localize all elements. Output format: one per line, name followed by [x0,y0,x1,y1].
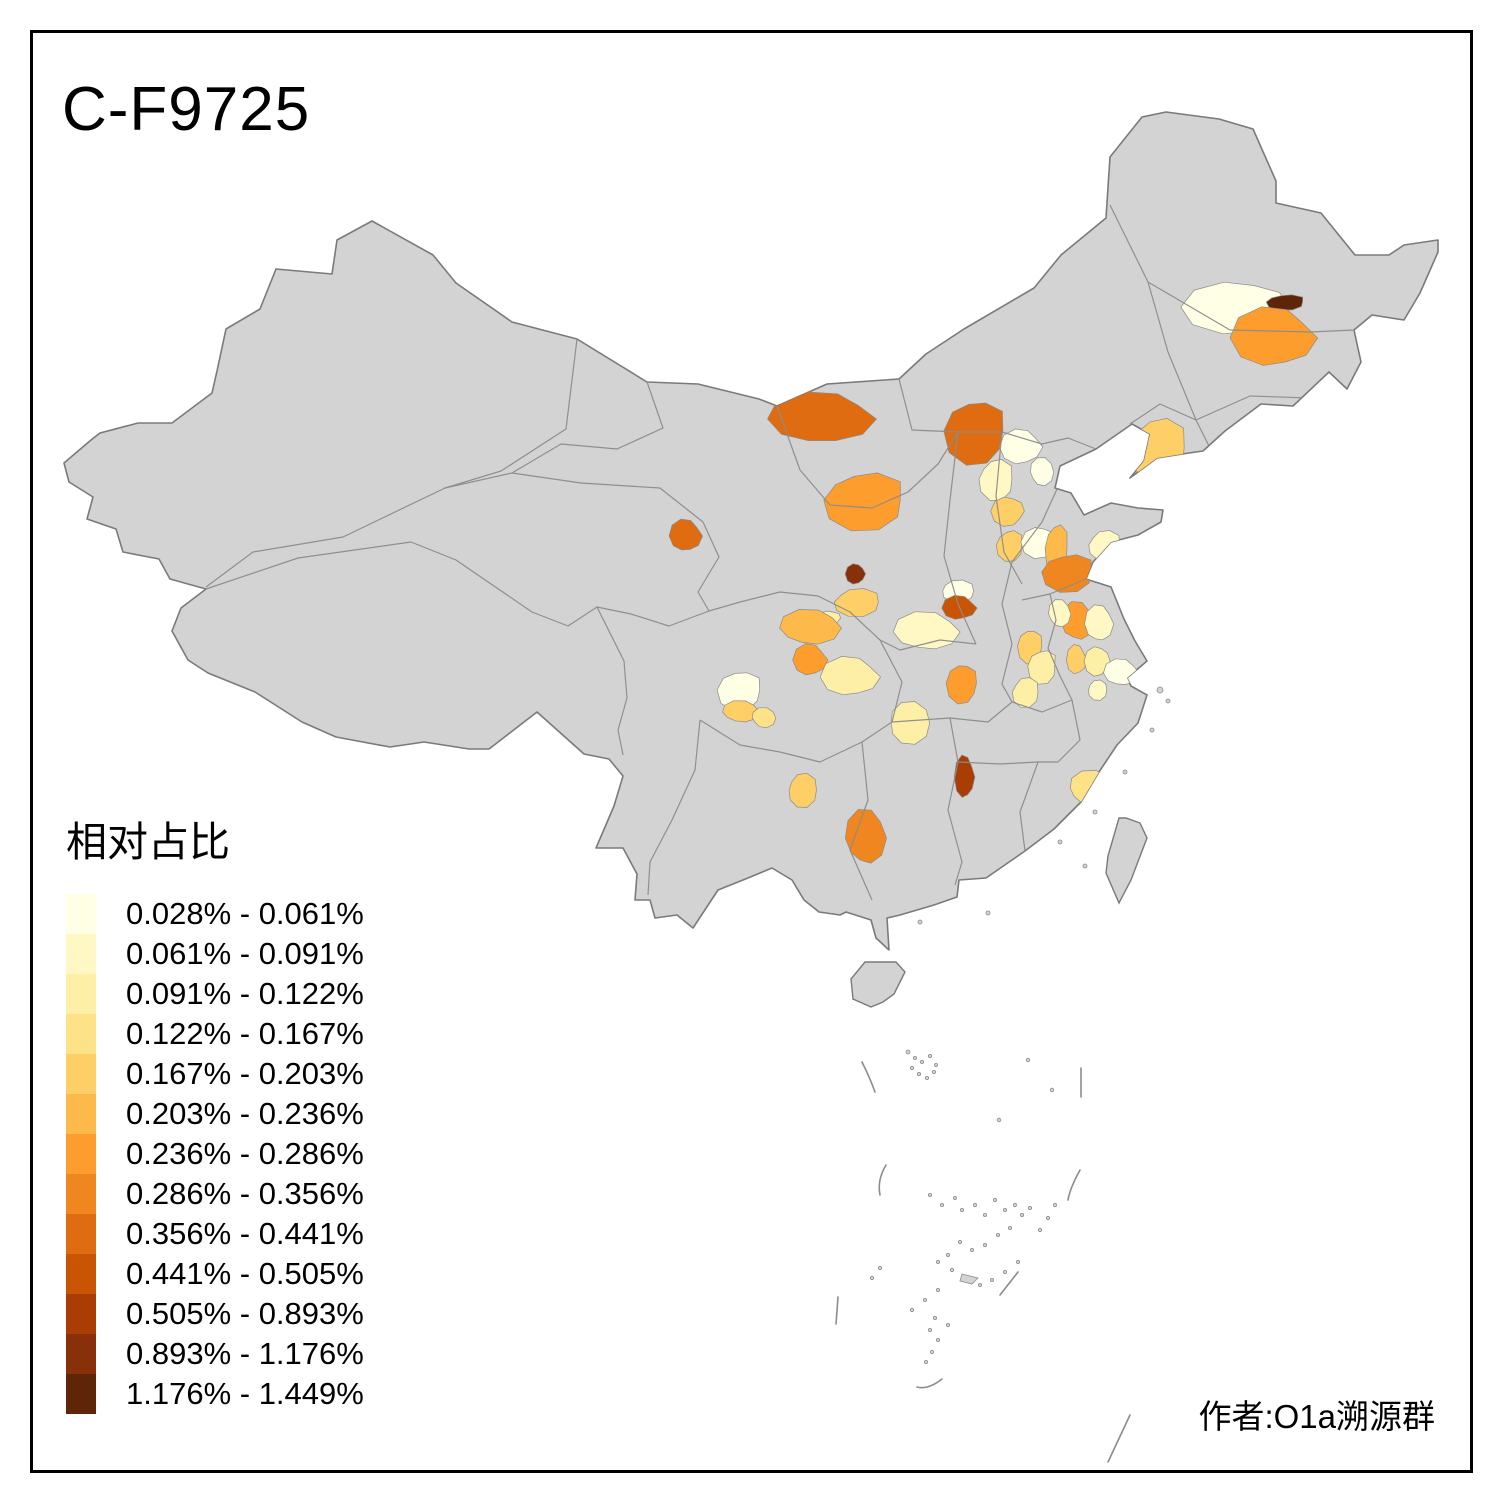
legend-item: 0.122% - 0.167% [66,1014,364,1054]
legend-item: 0.061% - 0.091% [66,934,364,974]
legend-swatch [66,934,96,974]
taiwan-island [1105,817,1148,905]
legend-item: 0.893% - 1.176% [66,1334,364,1374]
south-china-sea-islands [835,686,1171,1463]
map-region [892,611,961,650]
legend-item: 0.203% - 0.236% [66,1094,364,1134]
attribution: 作者:O1a溯源群 [1198,1398,1435,1435]
map-region [844,563,866,585]
map-region [1088,679,1108,701]
legend-swatch [66,894,96,934]
map-region [668,518,703,551]
legend-item: 0.356% - 0.441% [66,1214,364,1254]
map-region [823,472,901,532]
map-region [792,643,829,676]
legend-item: 0.441% - 0.505% [66,1254,364,1294]
legend-label: 0.505% - 0.893% [126,1296,364,1331]
legend-label: 0.441% - 0.505% [126,1256,364,1291]
legend-label: 0.091% - 0.122% [126,976,364,1011]
map-region [1030,457,1055,487]
legend-swatch [66,1094,96,1134]
legend: 相对占比 0.028% - 0.061% 0.061% - 0.091% 0.091… [66,808,364,1414]
page-title: C-F9725 [62,75,311,144]
map-region [844,808,887,864]
map-region [767,391,878,442]
legend-item: 0.028% - 0.061% [66,894,364,934]
map-region [751,707,777,729]
legend-swatch [66,1214,96,1254]
legend-swatch [66,1294,96,1334]
map-region [722,700,760,723]
legend-swatch [66,1334,96,1374]
map-region [1084,604,1115,641]
legend-label: 0.122% - 0.167% [126,1016,364,1051]
legend-label: 0.236% - 0.286% [126,1136,364,1171]
map-region [953,754,976,798]
legend-label: 0.167% - 0.203% [126,1056,364,1091]
legend-label: 1.176% - 1.449% [126,1376,364,1411]
legend-swatch [66,1254,96,1294]
map-region [1012,677,1039,708]
map-region [995,530,1023,562]
legend-swatch [66,1174,96,1214]
hainan-island [850,961,906,1008]
map-region [1229,306,1319,366]
map-region [788,772,817,808]
legend-swatch [66,1014,96,1054]
map-region [1265,294,1304,311]
map-region [1048,599,1072,628]
legend-item: 0.505% - 0.893% [66,1294,364,1334]
legend-label: 0.893% - 1.176% [126,1336,364,1371]
map-region [779,609,842,645]
legend-swatch [66,1054,96,1094]
legend-item: 0.236% - 0.286% [66,1134,364,1174]
map-region [1065,644,1088,675]
legend-swatch [66,1134,96,1174]
frame-border [30,30,1473,1473]
legend-label: 0.286% - 0.356% [126,1176,364,1211]
map-region [1041,554,1092,593]
legend-item: 1.176% - 1.449% [66,1374,364,1414]
legend-label: 0.356% - 0.441% [126,1216,364,1251]
legend-item: 0.091% - 0.122% [66,974,364,1014]
legend-title: 相对占比 [66,819,230,865]
map-region [999,428,1044,465]
legend-items: 0.028% - 0.061% 0.061% - 0.091% 0.091% - 0… [66,894,364,1414]
legend-item: 0.167% - 0.203% [66,1054,364,1094]
legend-swatch [66,974,96,1014]
legend-swatch [66,1374,96,1414]
map-region [819,656,882,696]
colored-regions-layer [668,281,1319,908]
map-region [945,665,977,705]
china-mainland-outline [63,111,1439,951]
legend-item: 0.286% - 0.356% [66,1174,364,1214]
province-borders [205,204,1355,901]
legend-label: 0.203% - 0.236% [126,1096,364,1131]
legend-label: 0.061% - 0.091% [126,936,364,971]
legend-label: 0.028% - 0.061% [126,896,364,931]
